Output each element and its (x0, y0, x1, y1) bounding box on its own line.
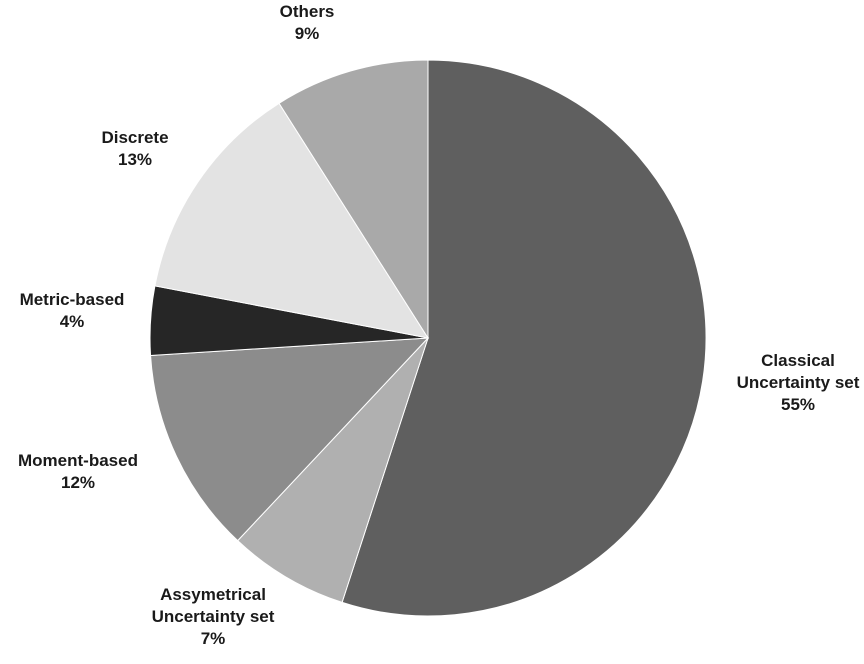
pie-slice-others (278, 59, 429, 340)
data-label-metric-based: Metric-based 4% (20, 290, 125, 331)
data-label-category: Metric-based (20, 290, 125, 309)
data-label-percent: 55% (781, 395, 815, 414)
data-label-percent: 9% (295, 24, 320, 43)
data-label-percent: 4% (60, 312, 85, 331)
pie-slice-discrete (154, 102, 430, 339)
data-label-category: Others (280, 2, 335, 21)
data-label-category: Classical (761, 351, 835, 370)
pie-labels: Classical Uncertainty set 55% Assymetrical U… (18, 2, 860, 648)
data-label-others: Others 9% (280, 2, 335, 43)
data-label-category: Assymetrical (160, 585, 266, 604)
pie-slice-moment-based (150, 337, 430, 542)
data-label-category: Uncertainty set (737, 373, 860, 392)
pie-slices (149, 59, 707, 617)
data-label-moment-based: Moment-based 12% (18, 451, 138, 492)
data-label-category: Uncertainty set (152, 607, 275, 626)
data-label-category: Discrete (101, 128, 168, 147)
pie-slice-classical-uncertainty-set (341, 59, 707, 617)
data-label-discrete: Discrete 13% (101, 128, 168, 169)
data-label-category: Moment-based (18, 451, 138, 470)
data-label-assymetrical-uncertainty-set: Assymetrical Uncertainty set 7% (152, 585, 275, 648)
data-label-percent: 12% (61, 473, 95, 492)
pie-slice-assymetrical-uncertainty-set (236, 337, 429, 604)
data-label-percent: 7% (201, 629, 226, 648)
data-label-percent: 13% (118, 150, 152, 169)
data-label-classical-uncertainty-set: Classical Uncertainty set 55% (737, 351, 860, 414)
